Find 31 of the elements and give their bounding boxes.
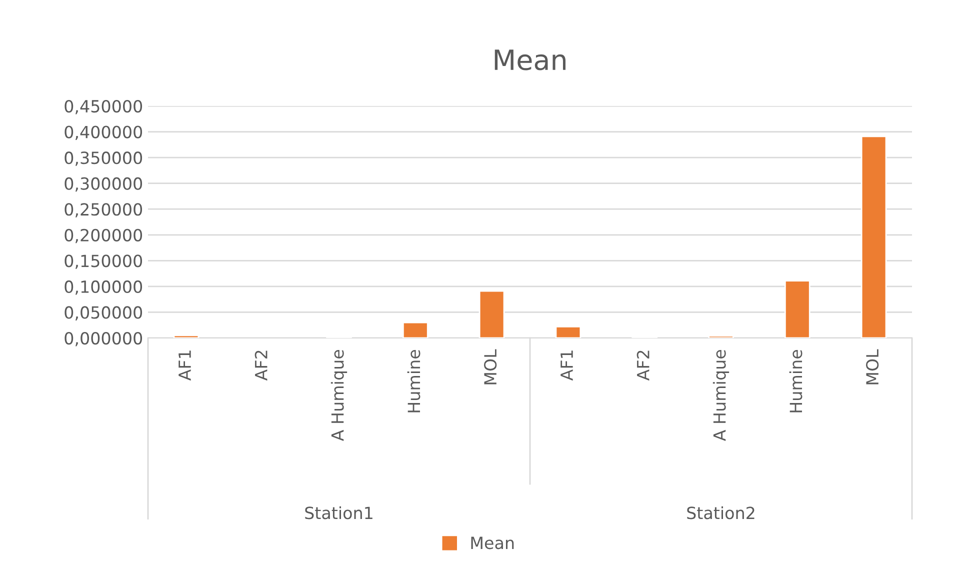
bar [402,322,428,338]
bar [784,280,810,338]
chart-title: Mean [494,50,566,70]
y-tick-label: 0,250000 [64,203,142,218]
bar [173,334,200,338]
bar [478,290,505,338]
text: Station2 [687,506,754,520]
bar [860,136,887,338]
x-tick-label: Humine [407,350,420,412]
x-tick-label: A Humique [712,350,730,442]
y-tick-label: 0,400000 [64,126,142,140]
bar [708,335,734,338]
x-tick-label: AF2 [636,350,650,381]
x-tick-label: AF1 [178,350,191,381]
y-tick-label: 0,200000 [64,228,142,244]
x-tick-label: Humine [789,350,802,412]
y-tick-label: 0,050000 [64,306,142,320]
y-tick-label: 0,000000 [64,332,142,346]
x-tick-label: MOL [866,349,879,384]
y-tick-label: 0,300000 [64,177,142,192]
text: Station1 [305,506,372,520]
y-tick-label: 0,450000 [64,100,142,114]
y-tick-label: 0,350000 [64,152,142,166]
x-tick-label: AF2 [254,350,268,381]
y-tick-label: 0,100000 [64,280,142,295]
bar [555,326,582,338]
y-tick-label: 0,150000 [64,254,142,269]
legend-label: Mean [471,536,514,550]
x-tick-label: A Humique [330,350,348,442]
x-tick-label: MOL [484,349,497,384]
x-tick-label: AF1 [560,350,573,381]
